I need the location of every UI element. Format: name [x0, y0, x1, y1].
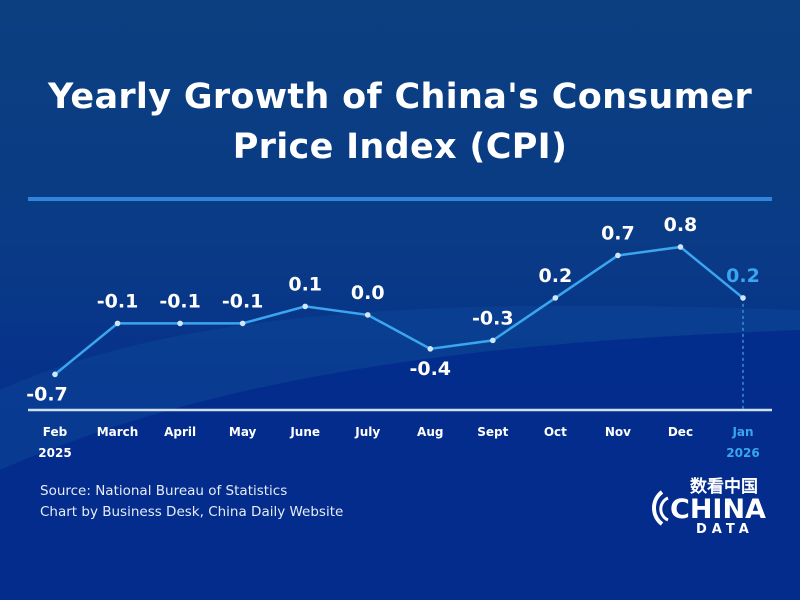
- x-tick-april: April: [164, 425, 196, 439]
- source-note: Source: National Bureau of Statistics: [40, 483, 288, 499]
- data-point-july: [364, 312, 371, 318]
- data-point-oct: [552, 295, 559, 301]
- data-label-june: 0.1: [288, 273, 322, 295]
- title-divider: [28, 197, 772, 201]
- data-label-march: -0.1: [97, 290, 139, 312]
- x-tick-nov: Nov: [605, 425, 631, 439]
- data-label-oct: 0.2: [539, 265, 573, 287]
- credit-note: Chart by Business Desk, China Daily Webs…: [40, 504, 344, 520]
- x-tick-may: May: [229, 425, 257, 439]
- x-tick-feb: Feb: [43, 425, 68, 439]
- x-tick-sept: Sept: [477, 425, 508, 439]
- data-label-may: -0.1: [222, 290, 264, 312]
- data-label-jan: 0.2: [726, 265, 760, 287]
- x-tick-dec: Dec: [668, 425, 693, 439]
- x-tick-oct: Oct: [544, 425, 567, 439]
- x-tick-jan: Jan: [731, 425, 753, 439]
- data-label-july: 0.0: [351, 282, 385, 304]
- x-tick-aug: Aug: [417, 425, 443, 439]
- data-label-dec: 0.8: [664, 214, 698, 236]
- chart-title: Yearly Growth of China's Consumer Price …: [47, 77, 753, 167]
- data-point-may: [239, 320, 246, 327]
- x-tick-july: July: [354, 425, 380, 439]
- cpi-line-chart: -0.7 Feb 2025 -0.1 March -0.1 April -0.1 May 0.1 J…: [26, 214, 772, 460]
- logo-data: DATA: [696, 522, 754, 534]
- data-label-april: -0.1: [159, 290, 201, 312]
- data-point-feb: [52, 371, 58, 378]
- data-label-sept: -0.3: [472, 307, 514, 329]
- x-tick-march: March: [97, 425, 139, 439]
- data-point-nov: [615, 252, 621, 259]
- series-line: [54, 245, 744, 376]
- x-tick-june: June: [289, 425, 320, 439]
- data-label-aug: -0.4: [409, 358, 451, 380]
- data-point-june: [302, 303, 308, 310]
- data-label-nov: 0.7: [601, 222, 635, 244]
- x-year-2026: 2026: [726, 446, 759, 460]
- x-year-2025: 2025: [38, 446, 71, 460]
- logo-chinese: 数看中国: [690, 476, 758, 497]
- data-label-feb: -0.7: [26, 383, 68, 405]
- data-point-dec: [677, 244, 684, 250]
- data-point-aug: [427, 346, 434, 352]
- china-data-logo: 数看中国 CHINA DATA: [652, 476, 766, 534]
- data-point-sept: [490, 337, 496, 344]
- data-point-april: [177, 320, 183, 327]
- logo-china: CHINA: [670, 494, 766, 525]
- data-point-march: [114, 320, 121, 327]
- data-point-jan: [740, 295, 746, 301]
